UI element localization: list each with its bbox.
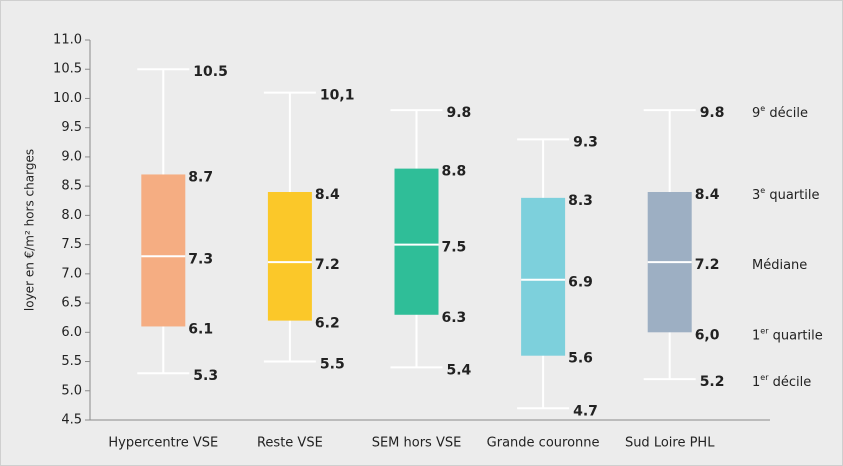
y-axis-label: loyer en €/m² hors charges: [23, 149, 37, 311]
annotation-text: 1: [752, 375, 760, 390]
x-tick-label: SEM hors VSE: [372, 436, 462, 451]
value-label: 8.4: [315, 187, 340, 203]
y-tick-label: 5.0: [61, 383, 82, 398]
annotation-text: décile: [765, 106, 808, 121]
value-label: 9.8: [447, 105, 472, 121]
value-label: 5.2: [700, 374, 725, 390]
annotation-sup: e: [760, 104, 765, 113]
value-label: 5.5: [320, 357, 345, 373]
y-tick-label: 10.5: [53, 62, 82, 77]
annotation: 1er décile: [752, 373, 811, 390]
value-label: 5.4: [447, 362, 472, 378]
y-tick-label: 8.0: [61, 208, 82, 223]
value-label: 8.8: [442, 164, 467, 180]
annotation: Médiane: [752, 258, 807, 273]
y-tick-label: 9.5: [61, 120, 82, 135]
y-tick-label: 9.0: [61, 149, 82, 164]
value-label: 10.5: [193, 64, 228, 80]
annotation-text: quartile: [769, 328, 823, 343]
y-tick-label: 6.5: [61, 296, 82, 311]
annotation: 3e quartile: [752, 186, 819, 203]
y-tick-label: 5.5: [61, 354, 82, 369]
box: [394, 168, 439, 315]
value-label: 5.6: [568, 351, 593, 367]
annotation-text: 1: [752, 328, 760, 343]
box: [267, 192, 312, 321]
annotation: 9e décile: [752, 104, 808, 121]
value-label: 6.2: [315, 316, 340, 332]
value-label: 6.1: [188, 321, 213, 337]
value-label: 10,1: [320, 88, 355, 104]
value-label: 6.9: [568, 275, 593, 291]
box: [141, 174, 186, 327]
annotation-text: quartile: [765, 188, 819, 203]
value-label: 5.3: [193, 368, 218, 384]
x-tick-label: Hypercentre VSE: [108, 436, 218, 451]
y-tick-label: 10.0: [53, 91, 82, 106]
value-label: 9.8: [700, 105, 725, 121]
y-tick-label: 6.0: [61, 325, 82, 340]
y-tick-label: 11.0: [53, 33, 82, 48]
y-tick-label: 7.5: [61, 237, 82, 252]
annotation-text: 9: [752, 106, 760, 121]
annotation-sup: e: [760, 186, 765, 195]
annotation-text: décile: [769, 375, 812, 390]
value-label: 6,0: [695, 327, 720, 343]
annotation-sup: er: [760, 326, 769, 335]
value-label: 9.3: [573, 134, 598, 150]
annotation-text: 3: [752, 188, 760, 203]
x-tick-label: Reste VSE: [257, 436, 323, 451]
value-label: 7.2: [695, 257, 720, 273]
value-label: 6.3: [442, 310, 467, 326]
annotation-text: Médiane: [752, 258, 807, 273]
y-tick-label: 4.5: [61, 413, 82, 428]
annotation: 1er quartile: [752, 326, 823, 343]
value-label: 8.3: [568, 193, 593, 209]
x-tick-label: Grande couronne: [487, 436, 600, 451]
value-label: 8.7: [188, 169, 213, 185]
y-tick-label: 7.0: [61, 266, 82, 281]
value-label: 8.4: [695, 187, 720, 203]
value-label: 7.3: [188, 251, 213, 267]
value-label: 4.7: [573, 403, 598, 419]
x-tick-label: Sud Loire PHL: [625, 436, 715, 451]
value-label: 7.2: [315, 257, 340, 273]
box: [521, 197, 566, 356]
annotation-sup: er: [760, 373, 769, 382]
y-tick-label: 8.5: [61, 179, 82, 194]
value-label: 7.5: [442, 240, 467, 256]
